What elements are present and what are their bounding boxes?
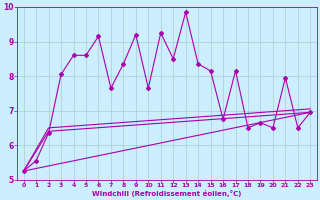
- X-axis label: Windchill (Refroidissement éolien,°C): Windchill (Refroidissement éolien,°C): [92, 190, 242, 197]
